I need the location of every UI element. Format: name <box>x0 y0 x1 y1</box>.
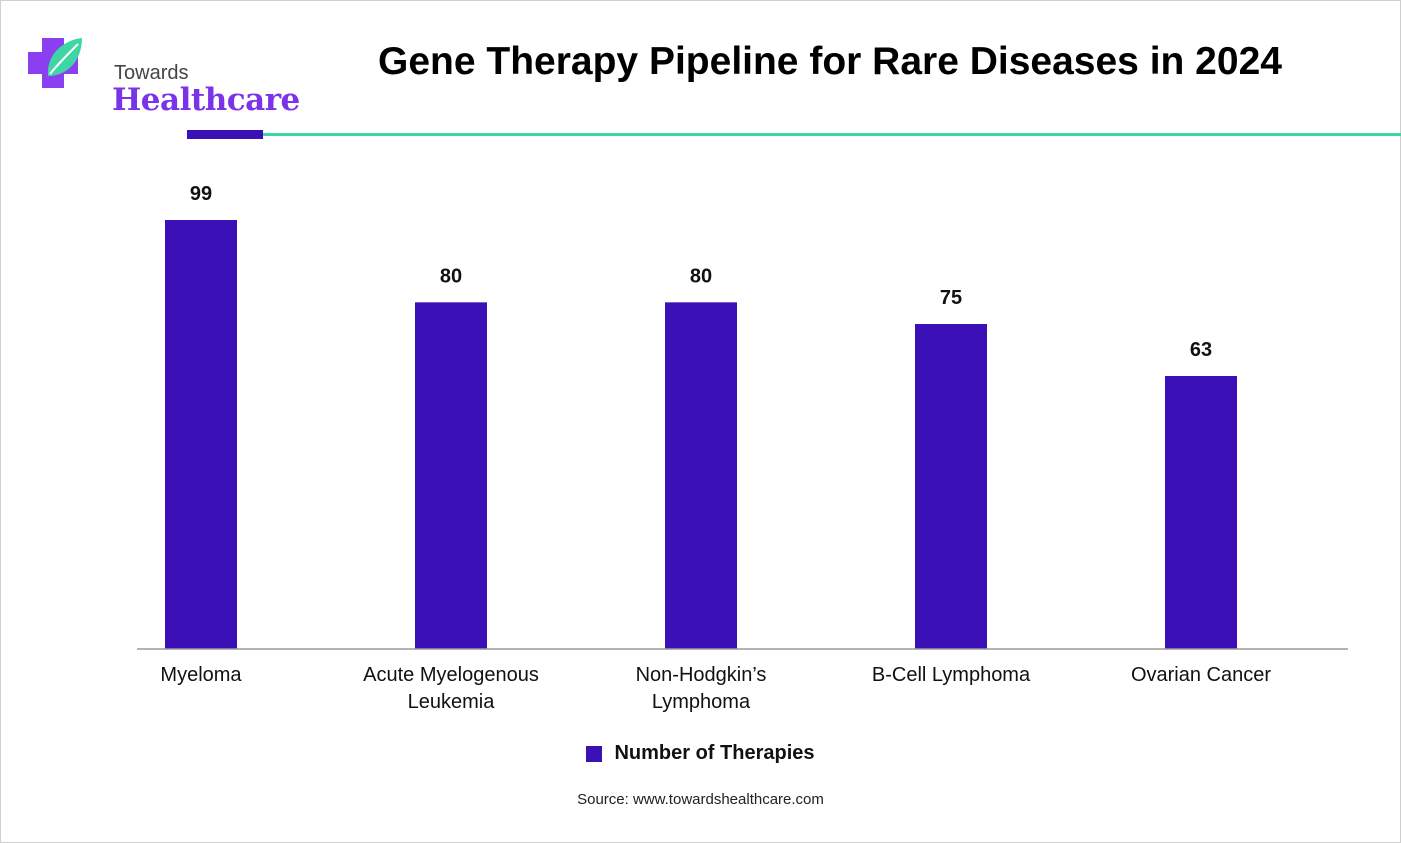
chart-title: Gene Therapy Pipeline for Rare Diseases … <box>378 40 1282 83</box>
brand-name-top: Towards <box>114 62 189 84</box>
medical-cross-leaf-icon <box>28 38 82 88</box>
legend-label: Number of Therapies <box>614 742 815 764</box>
legend: Number of Therapies <box>0 742 1401 767</box>
bar <box>415 302 487 649</box>
bar <box>1165 376 1237 649</box>
category-label: Acute Myelogenous Leukemia <box>363 664 539 713</box>
bar <box>665 302 737 649</box>
brand-logo: Towards Healthcare <box>24 30 300 118</box>
legend-swatch <box>586 745 603 762</box>
data-label: 75 <box>940 287 962 309</box>
category-label: B-Cell Lymphoma <box>872 664 1031 686</box>
data-label: 99 <box>190 183 212 205</box>
brand-name-main: Healthcare <box>112 82 300 118</box>
bar <box>915 324 987 649</box>
data-label: 63 <box>1190 339 1212 361</box>
category-label: Non-Hodgkin’s Lymphoma <box>636 664 767 713</box>
data-label: 80 <box>690 265 712 287</box>
bar <box>165 220 237 649</box>
title-accent-line <box>263 133 1401 136</box>
title-accent-bar <box>187 130 263 139</box>
source-note: Source: www.towardshealthcare.com <box>577 791 824 808</box>
data-label: 80 <box>440 265 462 287</box>
category-label: Myeloma <box>160 664 242 686</box>
category-label: Ovarian Cancer <box>1131 664 1271 686</box>
